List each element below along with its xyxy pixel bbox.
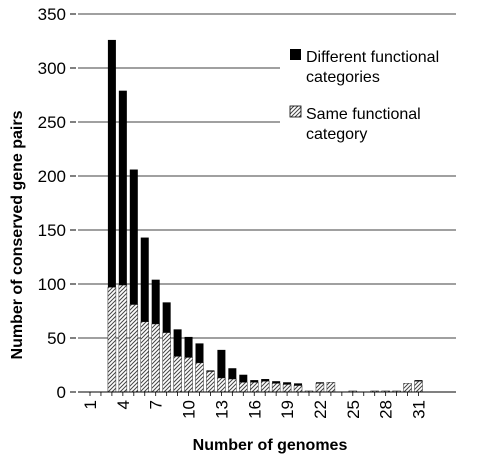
x-tick-label: 22 [311,400,330,419]
bar-same-functional-category [162,332,171,393]
x-tick-label: 7 [147,400,166,409]
bar-same-functional-category [282,384,292,393]
legend: Different functional categories Same func… [280,38,480,156]
y-tick-label: 300 [38,59,66,78]
y-tick-label: 0 [57,383,66,402]
bar-same-functional-category [228,378,237,393]
legend-label-same-functional-category: Same functional category [306,106,421,143]
bar-different-functional-categories [118,90,127,286]
bar-same-functional-category [206,371,215,393]
bar-different-functional-categories [250,380,259,383]
bar-different-functional-categories [261,379,270,382]
x-tick-label: 16 [245,400,264,419]
bar-different-functional-categories [129,169,138,305]
bar-same-functional-category [184,357,193,393]
bar-same-functional-category [326,382,336,393]
bar-same-functional-category [260,380,270,393]
y-tick-label: 150 [38,221,66,240]
bar-different-functional-categories [239,374,248,383]
bar-same-functional-category [140,321,149,393]
bar-same-functional-category [217,377,226,393]
bar-different-functional-categories [184,336,193,358]
bar-different-functional-categories [217,349,226,378]
bar-same-functional-category [195,362,204,393]
bar-different-functional-categories [228,368,237,380]
bar-same-functional-category [293,385,303,393]
y-tick-label: 350 [38,5,66,24]
bar-different-functional-categories [195,343,204,363]
legend-label-different-functional-categories: Different functional categories [306,49,439,86]
bar-different-functional-categories [294,383,303,386]
x-tick-label: 28 [377,400,396,419]
legend-swatch-different-functional-categories [290,49,301,60]
legend-swatch-same-functional-category [289,105,302,118]
bar-different-functional-categories [151,279,160,324]
bar-different-functional-categories [107,39,116,288]
y-tick-label: 50 [47,329,66,348]
bars [107,39,423,393]
bar-different-functional-categories [272,381,281,384]
bar-same-functional-category [315,383,325,393]
bar-same-functional-category [151,323,160,393]
x-tick-label: 1 [81,400,100,409]
bar-same-functional-category [271,383,281,393]
x-tick-label: 31 [410,400,429,419]
x-axis-title: Number of genomes [193,437,348,454]
bar-different-functional-categories [173,329,182,357]
x-tick-label: 19 [278,400,297,419]
y-tick-label: 200 [38,167,66,186]
bar-same-functional-category [403,383,412,393]
bar-different-functional-categories [206,370,215,372]
bar-different-functional-categories [283,382,292,385]
x-tick-label: 4 [114,400,133,409]
x-axis-ticks: 1 4 7 10 13 16 19 22 25 28 31 [81,392,429,419]
bar-different-functional-categories [162,302,171,333]
x-tick-label: 25 [344,400,363,419]
bar-same-functional-category [239,382,248,393]
x-tick-label: 10 [180,400,199,419]
y-tick-label: 100 [38,275,66,294]
legend-background [280,38,480,156]
y-axis-title: Number of conserved gene pairs [9,110,26,359]
bar-same-functional-category [173,356,182,393]
x-tick-label: 13 [212,400,231,419]
bar-same-functional-category [118,284,128,393]
bar-same-functional-category [414,380,423,393]
bar-same-functional-category [107,286,117,393]
bar-different-functional-categories [140,237,149,322]
y-axis-ticks: 0 50 100 150 200 250 300 350 [38,5,76,402]
bar-different-functional-categories [315,382,324,384]
bar-same-functional-category [129,304,139,393]
y-tick-label: 250 [38,113,66,132]
bar-same-functional-category [250,382,259,393]
bar-different-functional-categories [414,380,423,382]
